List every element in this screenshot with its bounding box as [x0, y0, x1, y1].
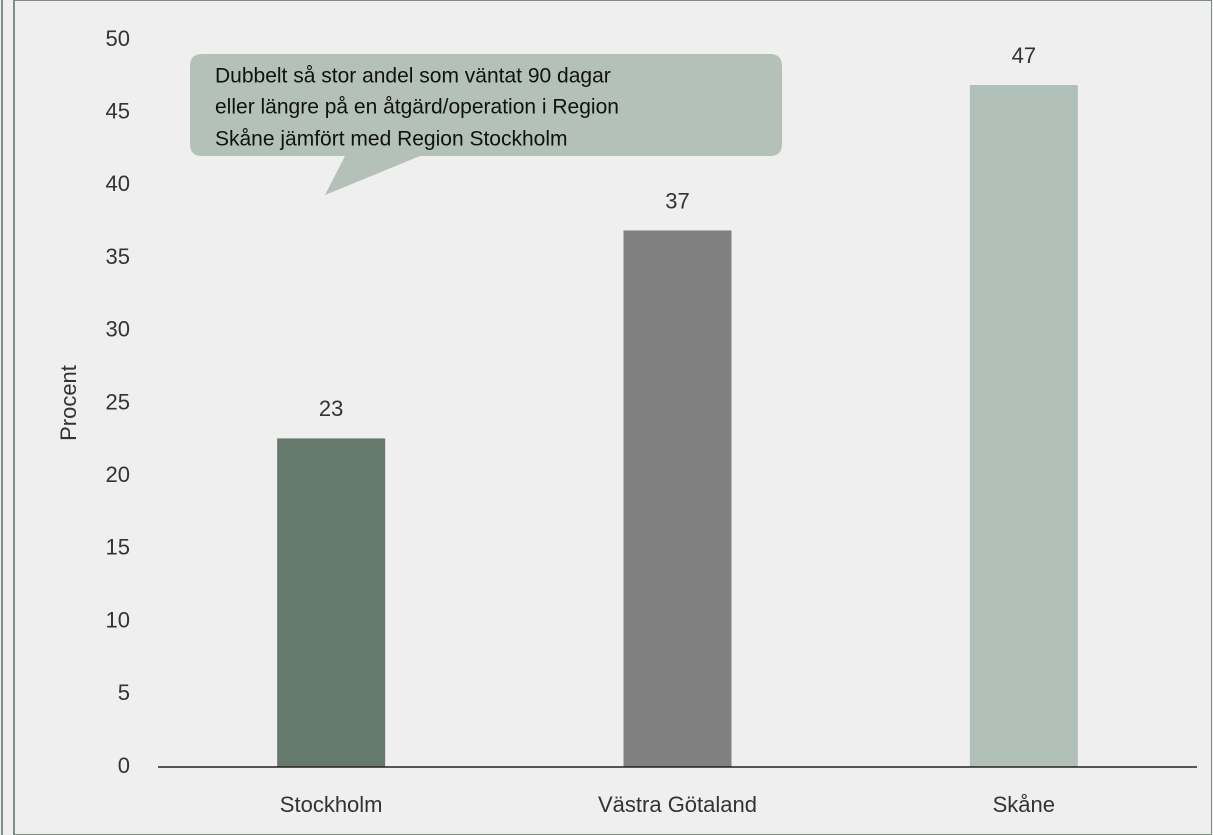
bar — [969, 85, 1078, 768]
x-tick-label: Stockholm — [280, 792, 383, 817]
bar — [623, 230, 732, 767]
y-tick-label: 15 — [106, 535, 130, 560]
annotation-line: Skåne jämfört med Region Stockholm — [215, 128, 568, 151]
y-tick-label: 25 — [106, 389, 130, 414]
bar — [277, 438, 386, 767]
y-axis-label: Procent — [56, 365, 81, 441]
value-label: 47 — [1012, 43, 1036, 68]
y-tick-label: 0 — [118, 753, 130, 778]
value-label: 37 — [665, 188, 689, 213]
y-tick-label: 10 — [106, 607, 130, 632]
y-tick-label: 20 — [106, 462, 130, 487]
annotation-line: Dubbelt så stor andel som väntat 90 daga… — [215, 65, 611, 88]
y-tick-label: 40 — [106, 171, 130, 196]
y-tick-label: 5 — [118, 680, 130, 705]
x-tick-label: Västra Götaland — [598, 792, 757, 817]
y-tick-label: 50 — [106, 26, 130, 51]
y-tick-label: 45 — [106, 99, 130, 124]
x-tick-label: Skåne — [993, 792, 1055, 817]
callout — [190, 54, 782, 195]
y-tick-label: 30 — [106, 317, 130, 342]
value-label: 23 — [319, 396, 343, 421]
annotation-line: eller längre på en åtgärd/operation i Re… — [215, 96, 619, 119]
y-tick-label: 35 — [106, 244, 130, 269]
